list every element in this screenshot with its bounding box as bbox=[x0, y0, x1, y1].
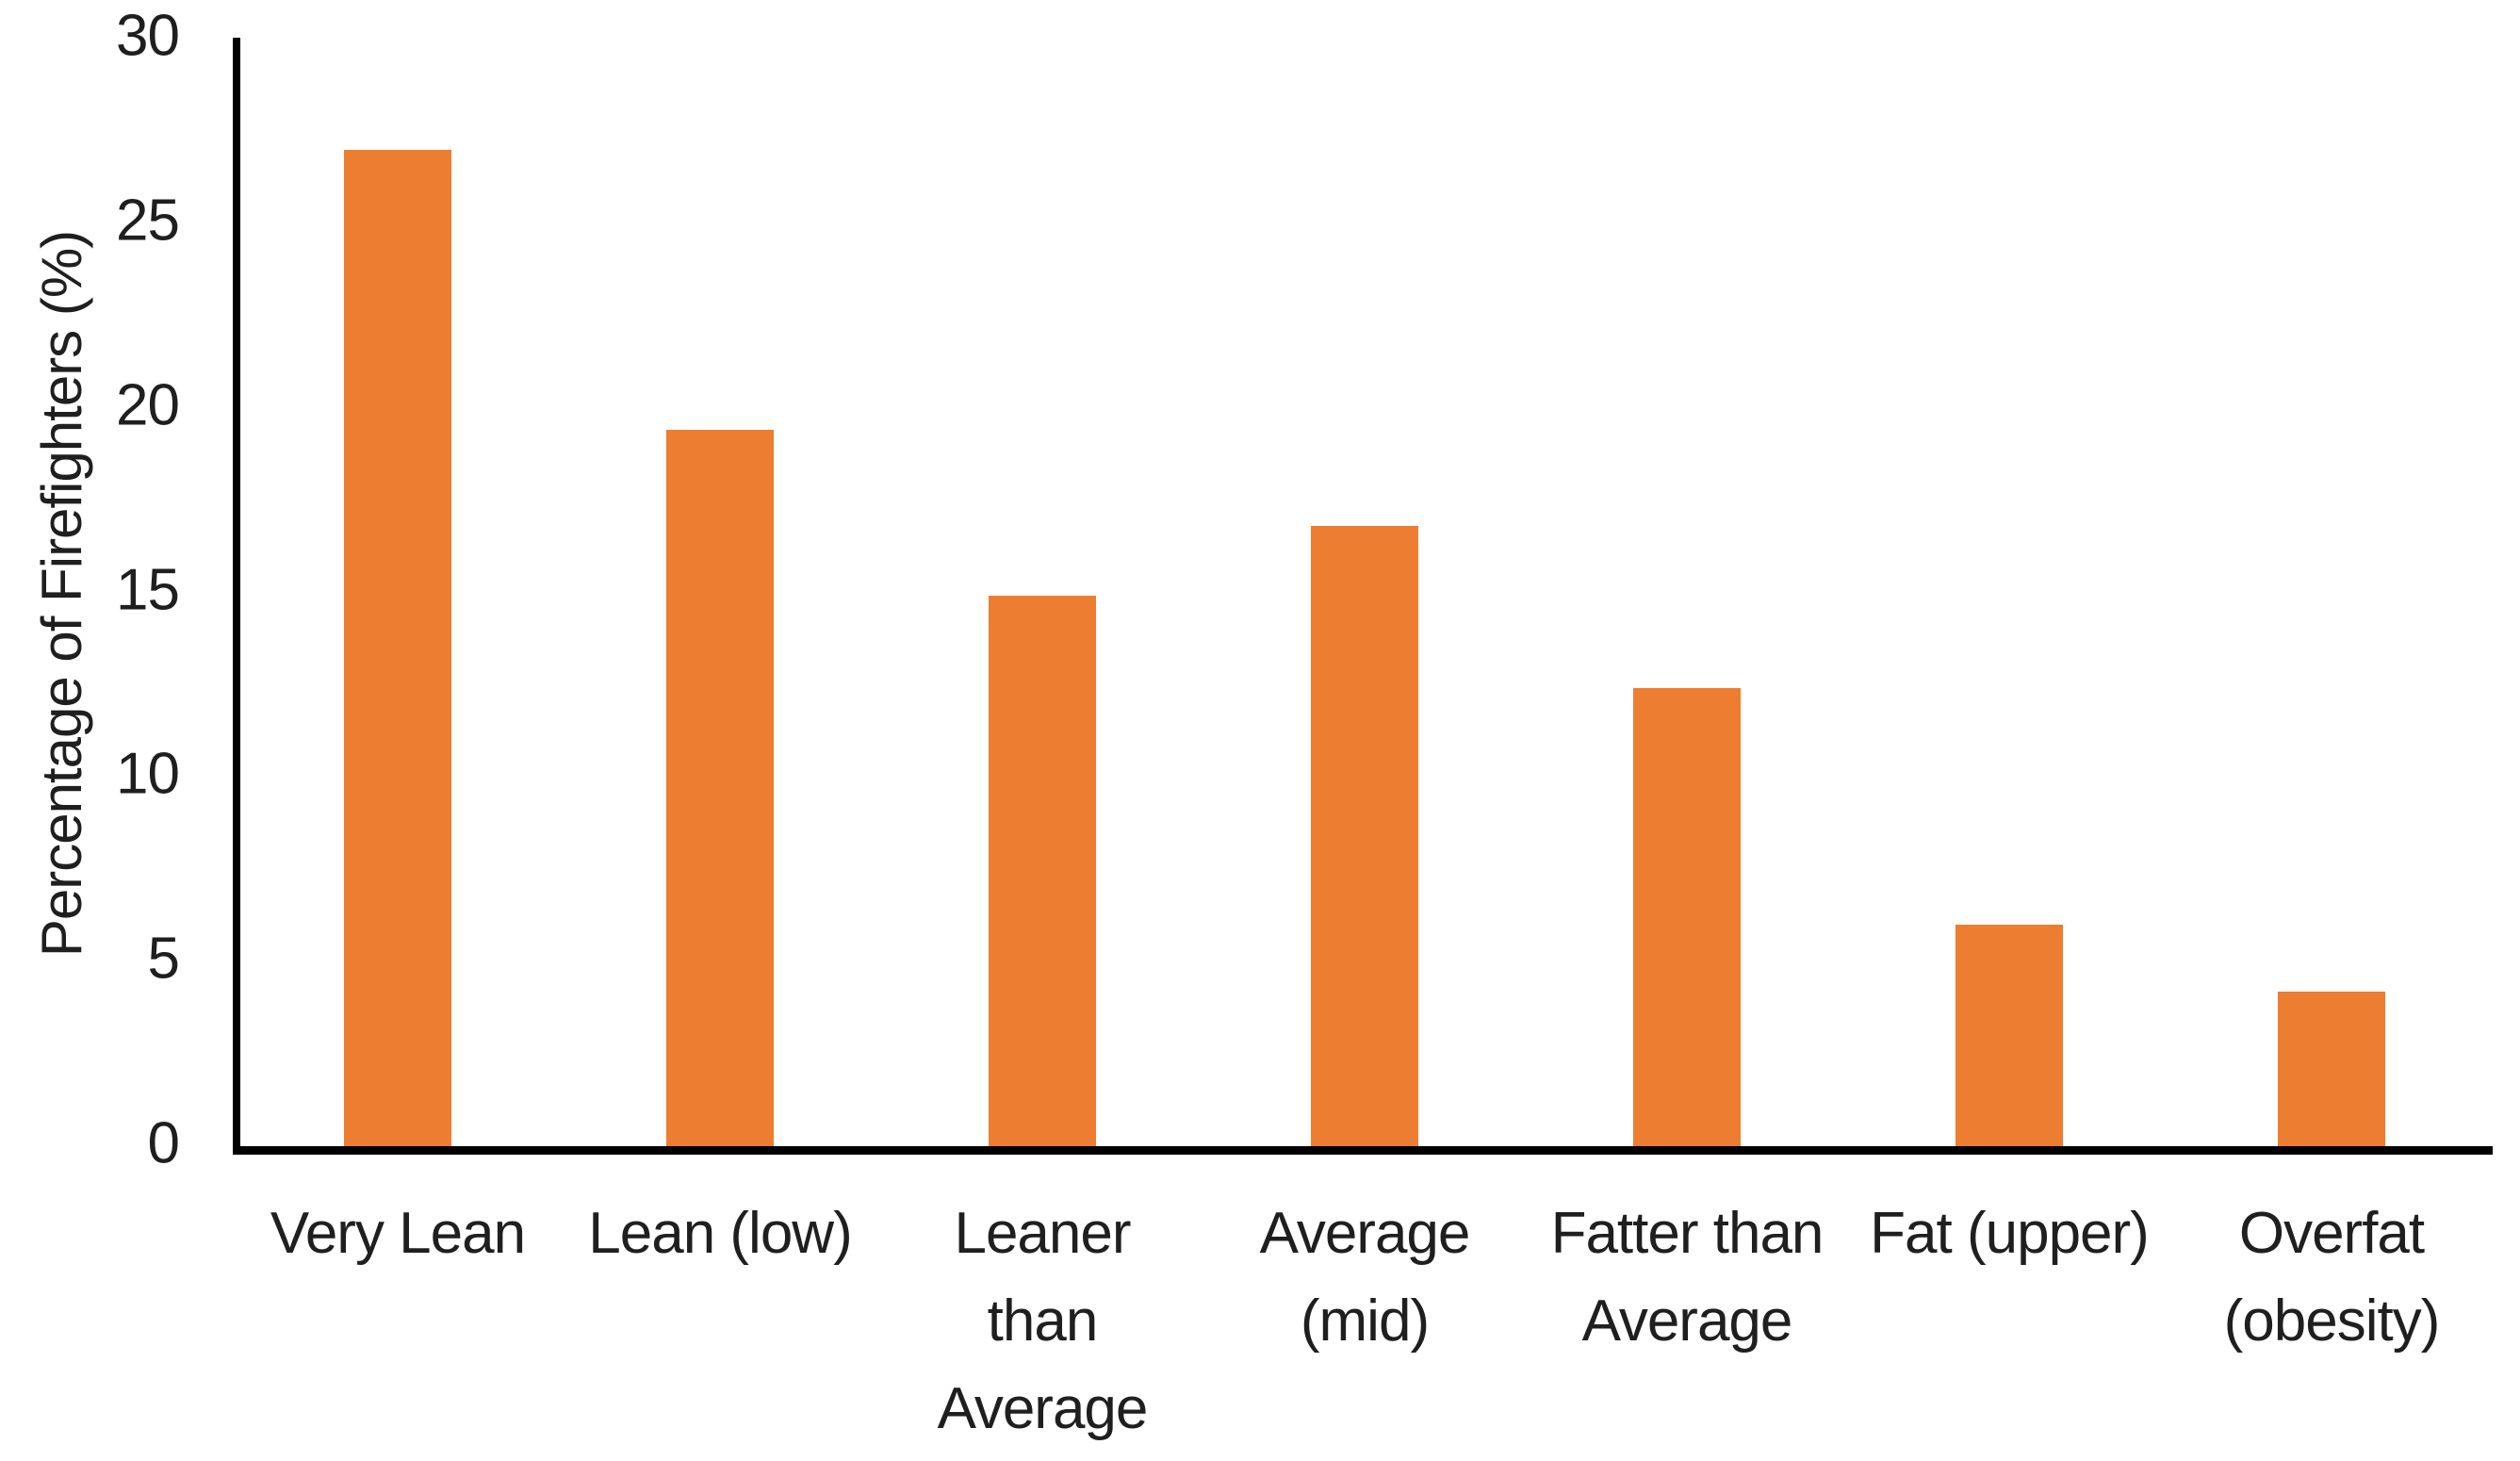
bar-leaner-than-average bbox=[989, 596, 1096, 1146]
bar-average-mid bbox=[1311, 526, 1418, 1146]
x-axis-label-leaner-than-average: Leaner than Average bbox=[937, 1201, 1149, 1441]
y-tick-label-10: 10 bbox=[116, 741, 180, 807]
x-axis-line bbox=[233, 1146, 2493, 1155]
y-tick-label-20: 20 bbox=[116, 372, 180, 438]
x-axis-label-very-lean: Very Lean bbox=[270, 1201, 526, 1266]
y-tick-label-5: 5 bbox=[147, 926, 180, 992]
bar-fat-upper bbox=[1955, 925, 2063, 1146]
y-tick-label-15: 15 bbox=[116, 557, 180, 623]
x-axis-label-average-mid: Average (mid) bbox=[1259, 1201, 1471, 1354]
x-axis-label-overfat-obesity: Overfat (obesity) bbox=[2223, 1201, 2441, 1354]
x-axis-label-lean-low: Lean (low) bbox=[588, 1201, 852, 1266]
bar-overfat-obesity bbox=[2278, 991, 2385, 1146]
y-tick-label-30: 30 bbox=[116, 3, 180, 69]
bar-very-lean bbox=[344, 149, 451, 1146]
bar-lean-low bbox=[666, 430, 774, 1146]
x-axis-label-fat-upper: Fat (upper) bbox=[1870, 1201, 2150, 1266]
y-axis-line bbox=[233, 38, 240, 1155]
y-tick-label-25: 25 bbox=[116, 188, 180, 254]
bar-fatter-than-average bbox=[1633, 688, 1741, 1146]
x-axis-label-fatter-than-average: Fatter than Average bbox=[1550, 1201, 1825, 1354]
y-tick-label-0: 0 bbox=[147, 1110, 180, 1176]
